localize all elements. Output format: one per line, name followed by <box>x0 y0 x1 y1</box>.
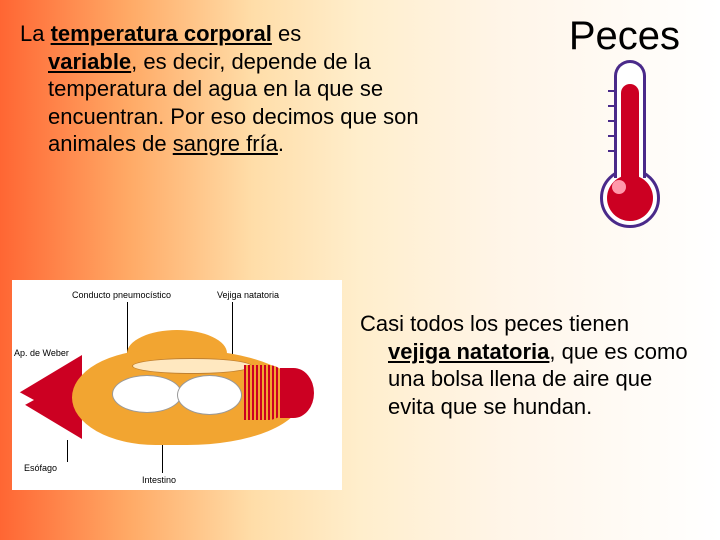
term-vejiga-natatoria: vejiga natatoria <box>388 339 549 364</box>
text: . <box>278 131 284 156</box>
label-line <box>67 440 68 462</box>
indent-block: vejiga natatoria, que es como una bolsa … <box>388 338 700 421</box>
paragraph-temperature: La temperatura corporal es variable, es … <box>20 20 450 158</box>
thermometer-tick <box>608 150 616 152</box>
label-conducto: Conducto pneumocístico <box>72 290 171 300</box>
text: Casi todos los peces tienen <box>360 311 629 336</box>
label-esofago: Esófago <box>24 463 57 473</box>
indent-block: variable, es decir, depende de la temper… <box>48 48 450 158</box>
text: es <box>272 21 301 46</box>
term-temperatura-corporal: temperatura corporal <box>51 21 272 46</box>
term-sangre-fria: sangre fría <box>173 131 278 156</box>
fish-organ <box>112 375 182 413</box>
slide-title: Peces <box>569 14 680 59</box>
label-intestino: Intestino <box>142 475 176 485</box>
label-line <box>232 302 233 358</box>
thermometer-tube-fill <box>621 84 639 180</box>
thermometer-tick <box>608 105 616 107</box>
thermometer-illustration <box>590 60 670 230</box>
fish-tail-notch <box>12 388 34 412</box>
thermometer-shine <box>612 180 626 194</box>
thermometer-tick <box>608 135 616 137</box>
fish-organ <box>177 375 242 415</box>
fish-swim-bladder <box>132 358 252 374</box>
fish-anatomy-illustration: Conducto pneumocístico Vejiga natatoria … <box>12 280 342 490</box>
thermometer-tick <box>608 90 616 92</box>
fish-head <box>280 368 314 418</box>
label-vejiga: Vejiga natatoria <box>217 290 279 300</box>
term-variable: variable <box>48 49 131 74</box>
thermometer-tick <box>608 120 616 122</box>
paragraph-vejiga: Casi todos los peces tienen vejiga natat… <box>360 310 700 420</box>
text: La <box>20 21 51 46</box>
